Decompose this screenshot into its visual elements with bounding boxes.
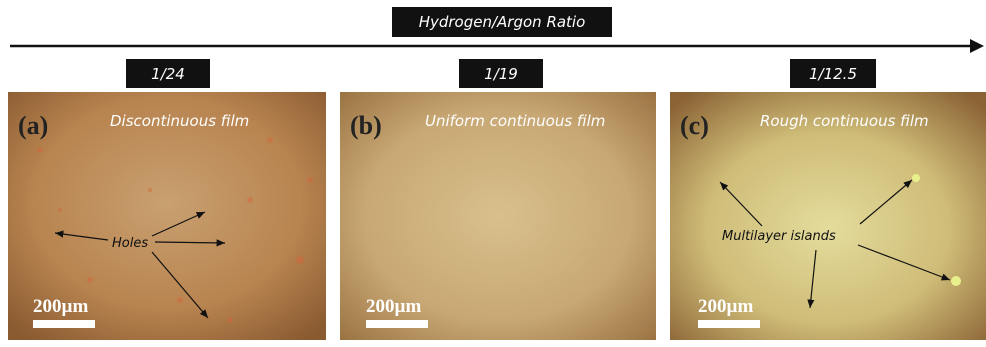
panel-b: (b) Uniform continuous film 200µm [340, 92, 656, 340]
ratio: 1/24 [151, 65, 185, 83]
panel-label: (c) [680, 111, 709, 140]
scale-bar-label: 200µm [366, 296, 421, 317]
scale-bar-label: 200µm [698, 296, 753, 317]
caption: Discontinuous film [110, 112, 249, 130]
scale-bar [698, 320, 760, 328]
ratio-labels: 1/24 1/19 1/12.5 [126, 59, 876, 88]
annotation: Multilayer islands [722, 229, 836, 244]
ratio: 1/12.5 [809, 65, 857, 83]
caption: Rough continuous film [760, 112, 929, 130]
scale-bar-label: 200µm [33, 296, 88, 317]
scale-bar [366, 320, 428, 328]
panel-label: (b) [350, 111, 382, 140]
panel-c: (c) Rough continuous film Multilayer isl… [670, 92, 986, 340]
ratio-axis: Hydrogen/Argon Ratio [10, 7, 984, 53]
figure: Hydrogen/Argon Ratio 1/24 1/19 1/12.5 (a… [0, 0, 986, 347]
scale-bar [33, 320, 95, 328]
caption: Uniform continuous film [425, 112, 605, 130]
annotation: Holes [112, 236, 148, 251]
panel-label: (a) [18, 111, 48, 140]
ratio: 1/19 [484, 65, 518, 83]
axis-label: Hydrogen/Argon Ratio [419, 13, 586, 31]
axis-arrowhead [970, 39, 984, 53]
panel-a: (a) Discontinuous film Holes 200µm [8, 92, 326, 340]
